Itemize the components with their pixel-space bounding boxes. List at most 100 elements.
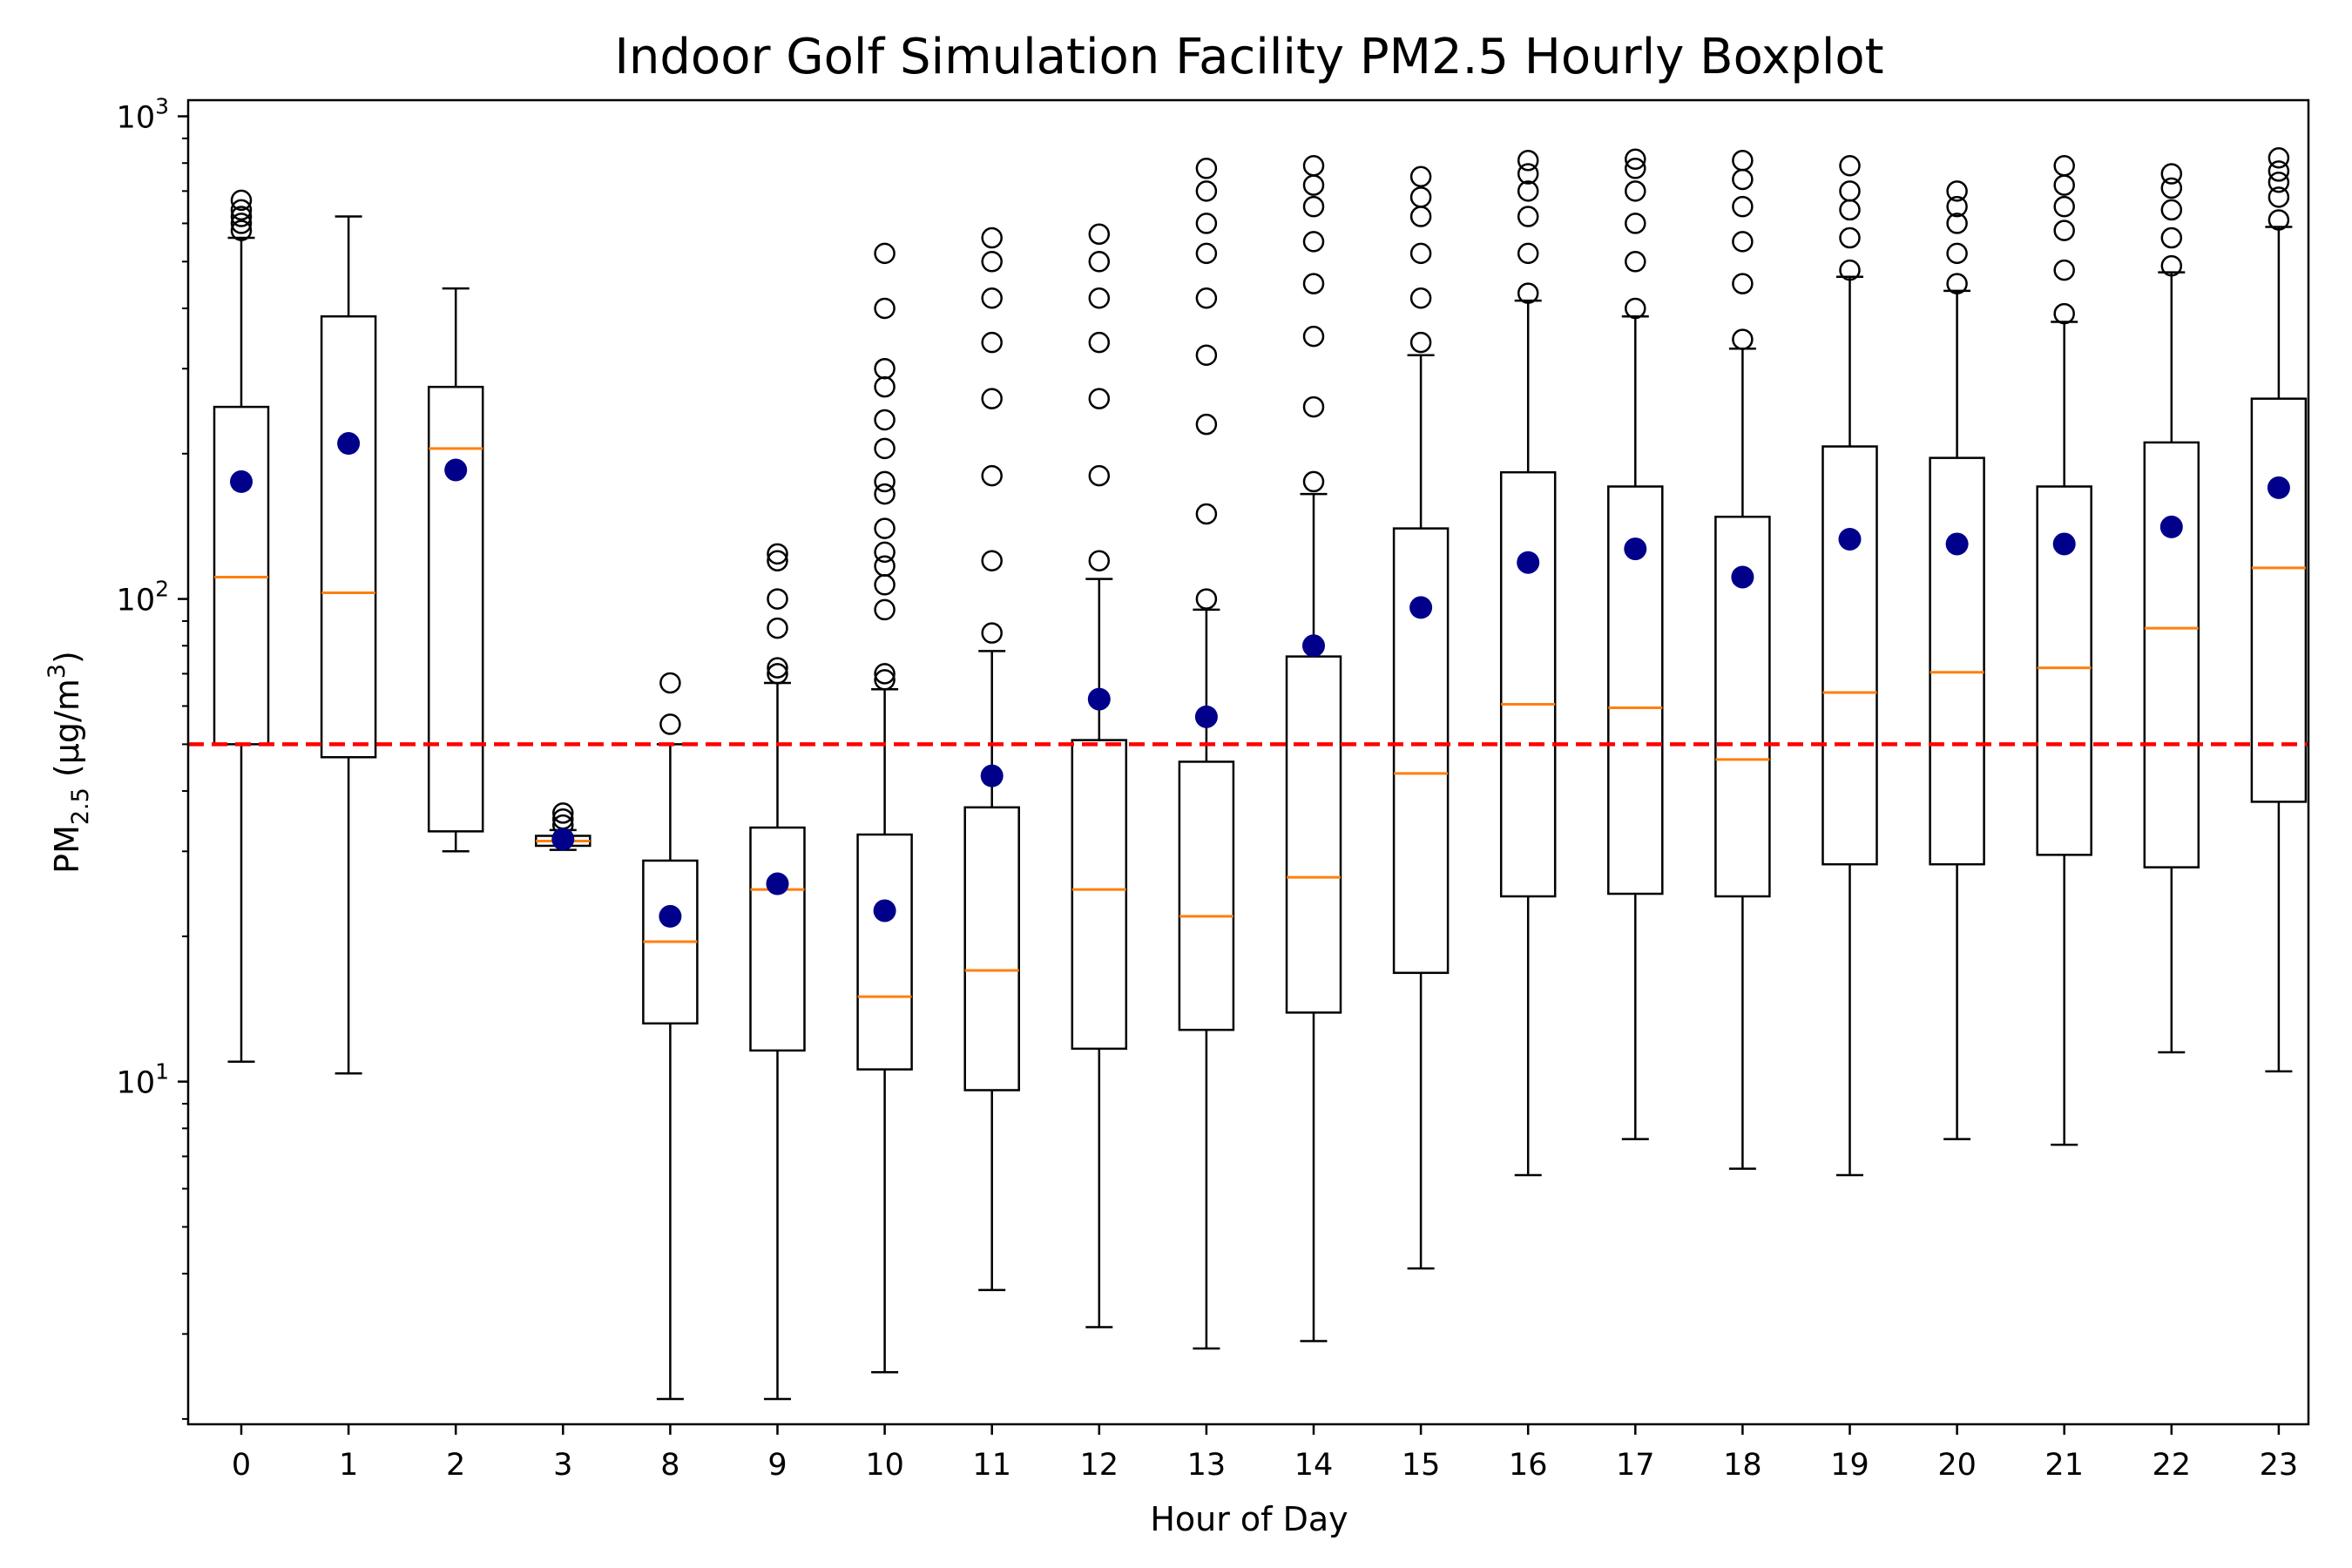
box-hour-17 [1607, 148, 1664, 1140]
box-iqr [1392, 527, 1450, 975]
flier-point [767, 588, 788, 610]
x-tick-label: 2 [446, 1448, 465, 1483]
flier-point [1517, 242, 1539, 265]
flier-point [1088, 287, 1111, 309]
flier-point [767, 550, 788, 571]
flier-point [981, 464, 1003, 487]
flier-point [659, 713, 681, 735]
x-tick-label: 9 [767, 1448, 787, 1483]
flier-point [1088, 550, 1111, 571]
x-axis: 0 1 2 3 8 9 10 11 12 13 14 15 16 17 18 19 20 21 22 23 [232, 1424, 2298, 1483]
flier-point [1625, 251, 1646, 273]
box-hour-15 [1392, 166, 1450, 1270]
box-hour-1 [320, 215, 377, 1075]
flier-point [1409, 331, 1432, 354]
flier-point [981, 251, 1003, 273]
flier-point [1946, 180, 1968, 202]
box-hour-14 [1285, 154, 1342, 1342]
y-tick-label: 102 [117, 577, 169, 618]
flier-point [2268, 171, 2290, 193]
flier-point [981, 226, 1003, 249]
flier-point [1946, 242, 1968, 265]
x-tick-label: 3 [553, 1448, 572, 1483]
x-tick-label: 23 [2260, 1448, 2299, 1483]
flier-point [1732, 231, 1754, 253]
flier-point [1302, 395, 1325, 418]
box-hour-16 [1499, 149, 1557, 1177]
flier-point [1517, 180, 1539, 202]
mean-point [1624, 537, 1647, 561]
mean-point [1838, 527, 1862, 551]
flier-point [1625, 297, 1646, 320]
y-label-sub: 2.5 [67, 787, 94, 825]
flier-point [1195, 413, 1218, 436]
flier-point [1946, 273, 1968, 294]
flier-point [1302, 325, 1325, 348]
box-hour-18 [1714, 149, 1771, 1170]
y-axis: 101 102 103 [117, 94, 188, 1420]
flier-point [1195, 588, 1218, 610]
flier-point [1625, 180, 1646, 202]
flier-point [874, 375, 896, 398]
flier-point [2268, 147, 2290, 169]
flier-point [2053, 220, 2075, 241]
x-tick-label: 1 [339, 1448, 358, 1483]
mean-point [1302, 634, 1325, 658]
flier-point [1732, 273, 1754, 294]
flier-point [874, 598, 896, 621]
mean-point [230, 470, 253, 493]
box-iqr [2143, 441, 2200, 868]
flier-point [552, 802, 574, 824]
flier-point [2053, 302, 2075, 325]
x-tick-label: 19 [1830, 1448, 1869, 1483]
box-hour-11 [963, 226, 1020, 1292]
flier-point [2160, 163, 2183, 185]
flier-point [874, 357, 896, 380]
flier-point [1195, 213, 1218, 234]
x-tick-label: 16 [1509, 1448, 1548, 1483]
mean-point [2159, 515, 2183, 538]
x-tick-label: 18 [1723, 1448, 1762, 1483]
flier-point [1517, 149, 1539, 172]
flier-point [1195, 158, 1218, 179]
plot-frame [186, 98, 2310, 1426]
flier-point [874, 437, 896, 460]
flier-point [1409, 287, 1432, 309]
flier-point [2160, 177, 2183, 199]
flier-point [1946, 195, 1968, 218]
mean-point [2052, 532, 2076, 556]
box-hour-21 [2036, 154, 2092, 1146]
y-tick-label: 101 [117, 1059, 169, 1101]
flier-point [2053, 259, 2075, 281]
flier-point [1732, 149, 1754, 172]
flier-point [1839, 199, 1861, 221]
flier-point [230, 199, 253, 221]
flier-point [981, 550, 1003, 571]
flier-point [1517, 163, 1539, 185]
y-label-sup: 3 [44, 664, 71, 679]
x-tick-label: 12 [1080, 1448, 1119, 1483]
flier-point [874, 669, 896, 691]
y-label-unit-close: ) [48, 651, 86, 664]
flier-point [767, 543, 788, 565]
box-hour-10 [856, 242, 913, 1374]
mean-point [766, 872, 789, 896]
x-tick-label: 20 [1937, 1448, 1977, 1483]
y-axis-label: PM2.5 (µg/m3) [44, 651, 94, 874]
x-tick-label: 15 [1402, 1448, 1441, 1483]
flier-point [1409, 166, 1432, 187]
flier-point [1625, 148, 1646, 170]
flier-point [1732, 328, 1754, 350]
flier-point [2160, 199, 2183, 221]
flier-point [1839, 259, 1861, 281]
flier-point [1195, 287, 1218, 309]
flier-point [230, 220, 253, 241]
box-hour-8 [642, 672, 699, 1401]
flier-point [230, 206, 253, 227]
flier-point [981, 622, 1003, 644]
flier-point [2053, 154, 2075, 177]
box-hour-13 [1178, 158, 1235, 1350]
box-iqr [213, 405, 270, 746]
